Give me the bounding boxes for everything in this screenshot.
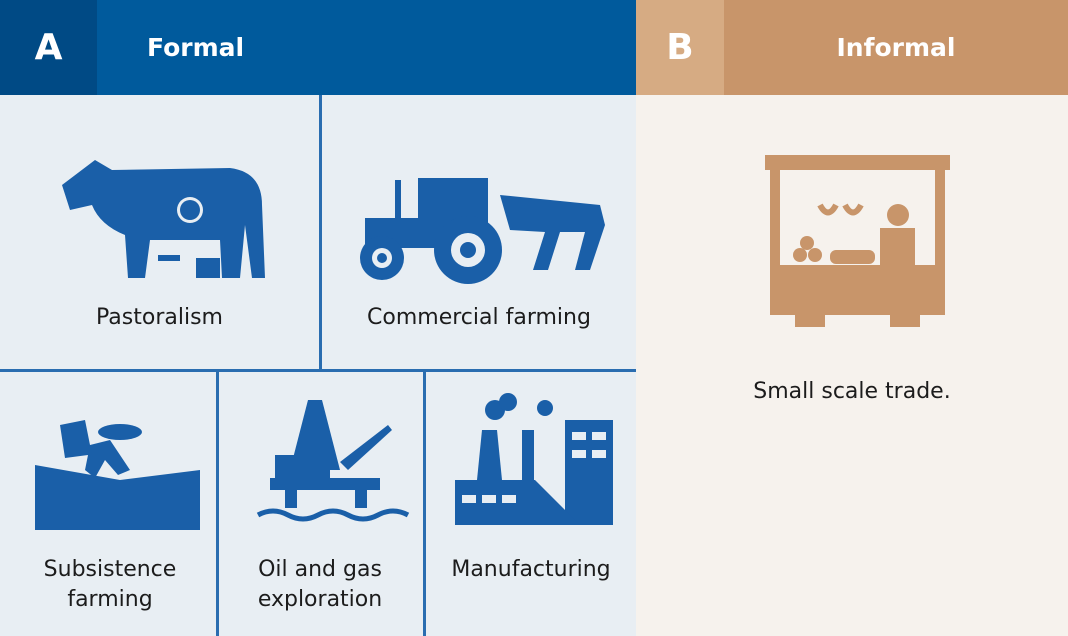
market-stall-icon [765, 155, 950, 327]
cow-icon [62, 160, 265, 278]
tractor-icon [360, 178, 605, 284]
farmer-icon [35, 420, 200, 530]
item-label: Manufacturing [426, 555, 636, 585]
infographic: A Formal B Informal [0, 0, 1068, 636]
item-label: Pastoralism [0, 303, 319, 333]
factory-icon [455, 393, 613, 525]
item-label: Subsistence farming [30, 555, 190, 615]
item-label: Small scale trade. [636, 377, 1068, 407]
item-label: Oil and gas exploration [240, 555, 400, 615]
oil-rig-icon [258, 400, 408, 519]
item-label: Commercial farming [322, 303, 636, 333]
